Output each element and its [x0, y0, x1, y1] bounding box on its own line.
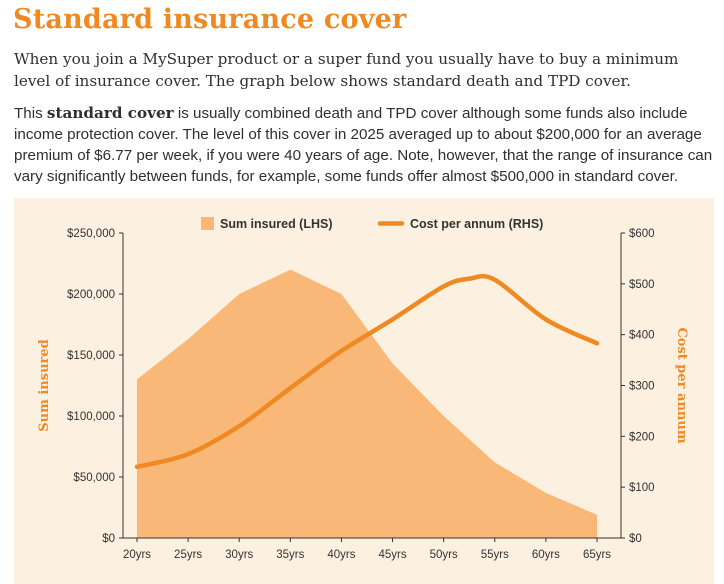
left-tick-label: $200,000 — [67, 289, 115, 301]
x-tick-label: 20yrs — [123, 549, 151, 561]
detail-paragraph: This standard cover is usually combined … — [14, 103, 714, 187]
x-tick-label: 60yrs — [532, 549, 560, 561]
left-tick-label: $150,000 — [67, 350, 115, 362]
sum-insured-area — [137, 269, 597, 538]
x-tick-label: 40yrs — [327, 549, 355, 561]
chart-panel: $0 $50,000 $100,000 $150,000 $200,000 $250,00… — [14, 198, 714, 584]
insurance-chart: $0 $50,000 $100,000 $150,000 $200,000 $250,00… — [37, 217, 689, 561]
right-tick-label: $0 — [629, 533, 642, 545]
x-tick-label: 45yrs — [378, 549, 406, 561]
x-tick-label: 25yrs — [174, 549, 202, 561]
intro-paragraph: When you join a MySuper product or a sup… — [14, 50, 679, 90]
x-tick-label: 30yrs — [225, 549, 253, 561]
detail-prefix: This — [14, 105, 47, 122]
right-tick-label: $500 — [629, 279, 655, 291]
legend-label-sum-insured: Sum insured (LHS) — [220, 217, 333, 231]
right-axis-title: Cost per annum — [674, 327, 689, 443]
left-tick-label: $250,000 — [67, 228, 115, 240]
left-tick-label: $0 — [102, 533, 115, 545]
right-tick-label: $100 — [629, 482, 655, 494]
right-tick-label: $600 — [629, 228, 655, 240]
page-title: Standard insurance cover — [13, 4, 407, 35]
legend-label-cost: Cost per annum (RHS) — [410, 217, 543, 231]
x-tick-label: 65yrs — [583, 549, 611, 561]
right-tick-label: $300 — [629, 381, 655, 393]
left-tick-label: $50,000 — [73, 472, 115, 484]
detail-bold-term: standard cover — [46, 104, 174, 122]
left-tick-label: $100,000 — [67, 411, 115, 423]
right-tick-label: $400 — [629, 330, 655, 342]
x-tick-label: 55yrs — [481, 549, 509, 561]
right-tick-label: $200 — [629, 431, 655, 443]
legend-swatch-sum-insured — [201, 217, 214, 230]
detail-rest: is usually combined death and TPD cover … — [14, 105, 713, 185]
left-axis-title: Sum insured — [37, 339, 52, 432]
x-tick-label: 35yrs — [276, 549, 304, 561]
cost-per-annum-line — [134, 273, 600, 470]
x-tick-label: 50yrs — [430, 549, 458, 561]
